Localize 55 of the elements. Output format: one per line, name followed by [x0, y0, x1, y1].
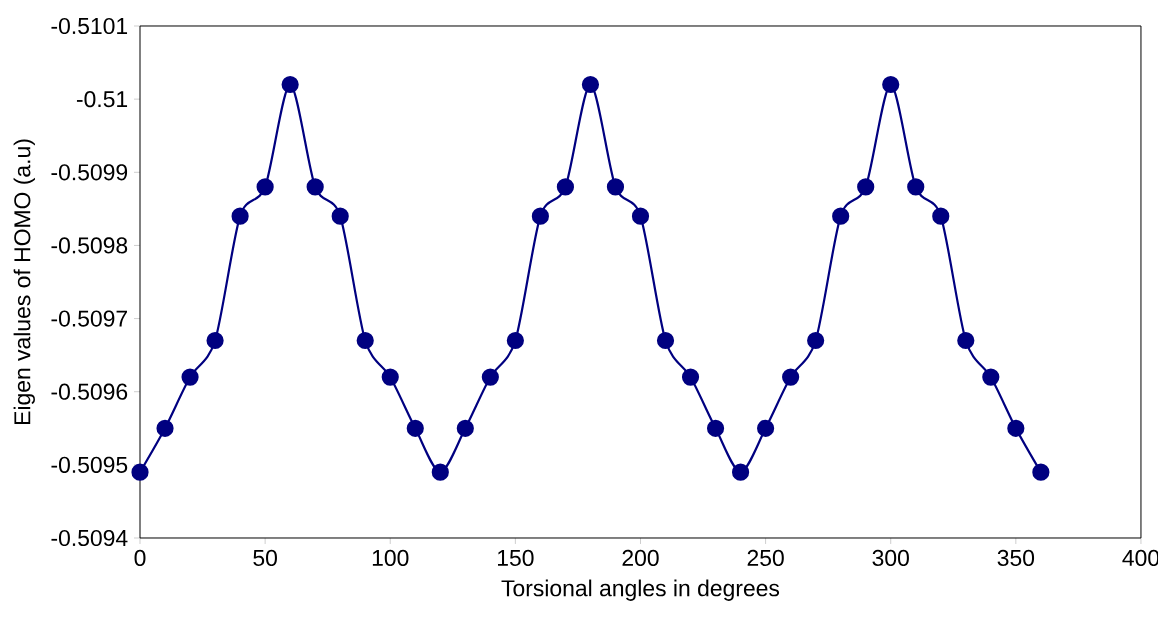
x-tick-label: 150 [498, 549, 534, 567]
point [857, 178, 875, 196]
y-tick-label: -0.5098 [51, 237, 128, 254]
point [581, 75, 600, 94]
y-axis-title: Eigen values of HOMO (a.u) [13, 139, 35, 425]
point [481, 368, 499, 386]
x-axis-title: Torsional angles in degrees [501, 579, 780, 601]
point [757, 419, 775, 437]
point [381, 368, 399, 386]
point [281, 75, 299, 94]
point [206, 331, 224, 350]
y-tick-label: -0.51 [76, 91, 128, 108]
point [181, 368, 199, 386]
x-tick-label: 100 [372, 549, 409, 567]
point [631, 207, 650, 225]
y-tick-label: -0.5095 [51, 456, 128, 473]
point [882, 75, 900, 94]
point [681, 368, 700, 386]
point [957, 331, 975, 350]
point [506, 331, 524, 350]
point [456, 419, 474, 437]
point [606, 178, 625, 196]
point [907, 178, 925, 196]
y-tick-label: -0.5094 [51, 529, 128, 547]
point [807, 331, 825, 350]
y-tick-label: -0.5099 [51, 164, 128, 181]
point [306, 178, 324, 196]
point [932, 207, 950, 225]
x-tick-label: 300 [872, 549, 909, 567]
y-tick-label: -0.5096 [51, 383, 128, 400]
point [406, 419, 424, 437]
point [731, 463, 750, 481]
point [782, 368, 800, 386]
point [1032, 463, 1050, 481]
x-tick-label: 350 [997, 549, 1035, 567]
point [656, 331, 675, 350]
point [832, 207, 850, 225]
y-tick-label: -0.5097 [51, 310, 127, 327]
point [531, 207, 549, 225]
x-tick-label: 200 [622, 549, 659, 567]
point [706, 419, 725, 437]
point [982, 368, 1000, 386]
x-tick-label: 0 [134, 549, 146, 567]
point [231, 207, 249, 225]
point [131, 463, 149, 481]
point [356, 331, 374, 350]
point [256, 178, 274, 196]
point [431, 463, 449, 481]
point [156, 419, 174, 437]
x-tick-label: 50 [253, 549, 277, 567]
y-tick-label: -0.5101 [51, 17, 128, 35]
point [1007, 419, 1025, 437]
point [556, 178, 575, 196]
x-tick-label: 250 [747, 549, 784, 567]
point [331, 207, 349, 225]
